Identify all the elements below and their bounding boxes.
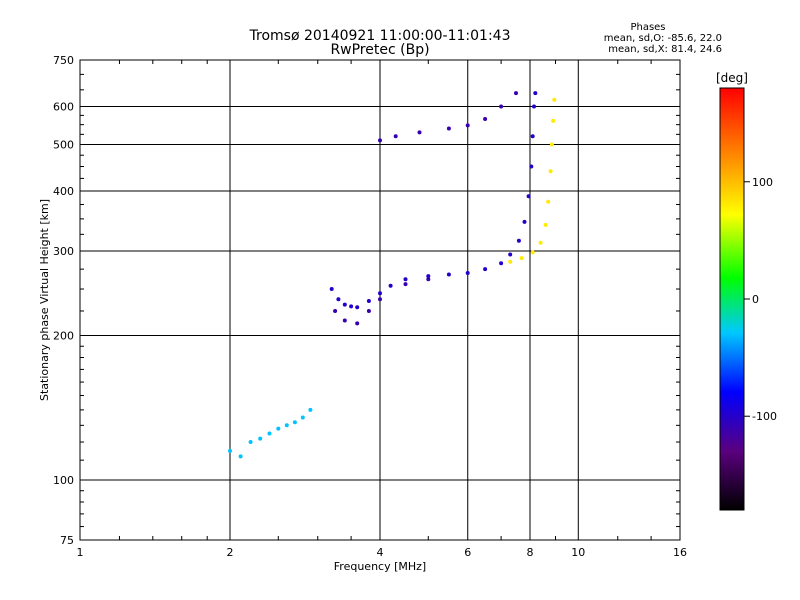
data-point-x [546, 199, 551, 204]
y-tick-label: 100 [53, 474, 74, 487]
data-point-fupper [393, 134, 398, 139]
y-tick-label: 750 [53, 54, 74, 67]
data-point-o [366, 299, 371, 303]
data-point-o [388, 283, 393, 288]
data-point-fupper [378, 138, 382, 143]
data-point-fupper [465, 123, 470, 128]
data-point-o [526, 194, 531, 199]
data-point-f1 [342, 318, 347, 323]
data-point-f1 [403, 282, 408, 287]
stats-line-x: mean, sd,X: 81.4, 24.6 [608, 44, 722, 55]
data-point-e [228, 448, 232, 453]
data-point-x [549, 142, 554, 147]
data-point-o [532, 104, 536, 109]
x-tick-label: 8 [527, 546, 534, 559]
data-point-x [548, 169, 553, 174]
x-tick-label: 16 [673, 546, 687, 559]
data-point-o [336, 297, 341, 302]
data-point-e [308, 407, 313, 412]
data-point-f1 [426, 277, 431, 282]
data-point-o [516, 238, 521, 243]
data-point-x [538, 240, 543, 245]
x-axis-label: Frequency [MHz] [334, 560, 426, 573]
x-tick-label: 4 [377, 546, 384, 559]
data-point-fupper [417, 130, 422, 135]
colorbar-tick-label: 0 [752, 293, 759, 306]
data-point-fupper [499, 104, 504, 109]
data-point-o [530, 134, 535, 139]
data-point-x [552, 97, 557, 102]
y-tick-label: 300 [53, 245, 74, 258]
colorbar-tick-label: 100 [752, 176, 773, 189]
data-point-o [378, 291, 382, 296]
data-point-fupper [483, 117, 488, 121]
y-tick-label: 400 [53, 185, 74, 198]
data-point-x [543, 222, 548, 227]
data-point-x [519, 256, 524, 261]
x-tick-label: 1 [77, 546, 84, 559]
data-point-e [248, 440, 253, 444]
colorbar-label: [deg] [716, 71, 748, 85]
data-point-e [292, 420, 297, 425]
y-tick-label: 500 [53, 139, 74, 152]
data-point-e [267, 431, 272, 436]
data-point-o [529, 164, 534, 169]
y-axis-label: Stationary phase Virtual Height [km] [38, 199, 51, 401]
x-tick-label: 10 [571, 546, 585, 559]
data-point-o [465, 271, 470, 275]
stats-line-o: mean, sd,O: -85.6, 22.0 [604, 33, 722, 44]
data-point-o [446, 272, 451, 277]
data-point-x [508, 259, 513, 264]
colorbar-tick-label: -100 [752, 410, 777, 423]
data-point-o [522, 219, 527, 224]
data-point-o [508, 252, 513, 257]
data-point-x [551, 118, 556, 123]
data-point-e [238, 454, 243, 459]
data-point-o [533, 91, 538, 96]
data-point-fupper [514, 91, 518, 96]
data-point-f1 [333, 309, 338, 313]
data-point-f1 [355, 321, 360, 326]
data-point-e [284, 423, 289, 428]
data-point-e [258, 436, 263, 441]
data-point-o [499, 261, 504, 266]
data-point-e [276, 426, 281, 431]
stats-header: Phases [630, 22, 665, 33]
x-tick-label: 2 [227, 546, 234, 559]
chart-subtitle: RwPretec (Bp) [330, 42, 429, 58]
y-tick-label: 200 [53, 330, 74, 343]
colorbar [719, 87, 745, 511]
data-point-o [403, 277, 408, 282]
data-point-f1 [378, 297, 382, 302]
data-point-o [426, 274, 431, 279]
data-point-fupper [446, 126, 451, 131]
data-point-o [342, 302, 347, 307]
data-point-e [300, 415, 305, 420]
y-tick-label: 600 [53, 101, 74, 114]
data-point-x [530, 250, 535, 255]
data-point-f1 [366, 309, 371, 313]
chart-title: Tromsø 20140921 11:00:00-11:01:43 [249, 28, 511, 44]
data-point-o [483, 267, 488, 272]
data-point-o [355, 305, 360, 310]
data-point-o [349, 304, 354, 309]
y-tick-label: 75 [60, 534, 74, 547]
data-point-o [329, 287, 334, 291]
x-tick-label: 6 [464, 546, 471, 559]
